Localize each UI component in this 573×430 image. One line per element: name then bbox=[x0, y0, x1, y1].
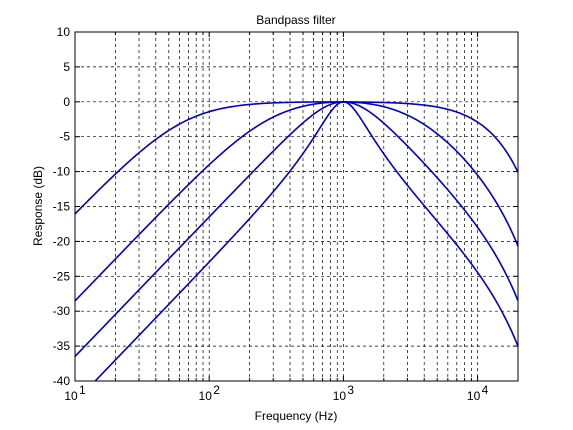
curves bbox=[75, 101, 518, 381]
y-tick-label: -25 bbox=[53, 269, 71, 283]
grid bbox=[75, 32, 518, 381]
response-curve-3 bbox=[75, 101, 518, 302]
x-tick-labels: 10 1 10 2 10 3 10 4 bbox=[64, 383, 488, 403]
y-tick-label: -15 bbox=[53, 200, 71, 214]
x-tick-label-exponent: 2 bbox=[213, 383, 220, 397]
x-tick-label: 10 bbox=[467, 389, 481, 403]
y-tick-label: 0 bbox=[63, 95, 70, 109]
response-curve-1 bbox=[94, 101, 518, 381]
x-tick-label: 10 bbox=[333, 389, 347, 403]
y-tick-label: -5 bbox=[59, 130, 70, 144]
ticks bbox=[74, 31, 519, 382]
x-tick-label: 10 bbox=[64, 389, 78, 403]
response-curve-4 bbox=[75, 101, 518, 215]
y-tick-label: -35 bbox=[53, 339, 71, 353]
y-tick-label: 10 bbox=[57, 25, 71, 39]
y-tick-label: -10 bbox=[53, 165, 71, 179]
y-tick-labels: 10 5 0 -5 -10 -15 -20 -25 -30 -35 -40 bbox=[53, 25, 71, 388]
x-tick-label-exponent: 3 bbox=[347, 383, 354, 397]
x-tick-label-exponent: 1 bbox=[79, 383, 86, 397]
y-tick-label: -20 bbox=[53, 234, 71, 248]
y-tick-label: -40 bbox=[53, 374, 71, 388]
chart-title: Bandpass filter bbox=[256, 13, 335, 27]
response-curve-2 bbox=[75, 101, 518, 357]
y-tick-label: -30 bbox=[53, 304, 71, 318]
x-tick-label-exponent: 4 bbox=[482, 383, 489, 397]
y-tick-label: 5 bbox=[63, 60, 70, 74]
x-axis-label: Frequency (Hz) bbox=[255, 409, 338, 423]
y-axis-label: Response (dB) bbox=[31, 166, 45, 246]
x-tick-label: 10 bbox=[199, 389, 213, 403]
